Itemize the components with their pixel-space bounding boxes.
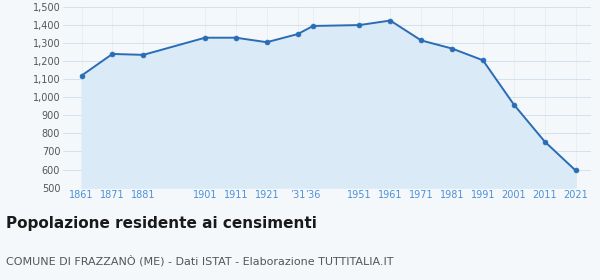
Text: Popolazione residente ai censimenti: Popolazione residente ai censimenti xyxy=(6,216,317,231)
Text: COMUNE DI FRAZZANÒ (ME) - Dati ISTAT - Elaborazione TUTTITALIA.IT: COMUNE DI FRAZZANÒ (ME) - Dati ISTAT - E… xyxy=(6,255,394,266)
